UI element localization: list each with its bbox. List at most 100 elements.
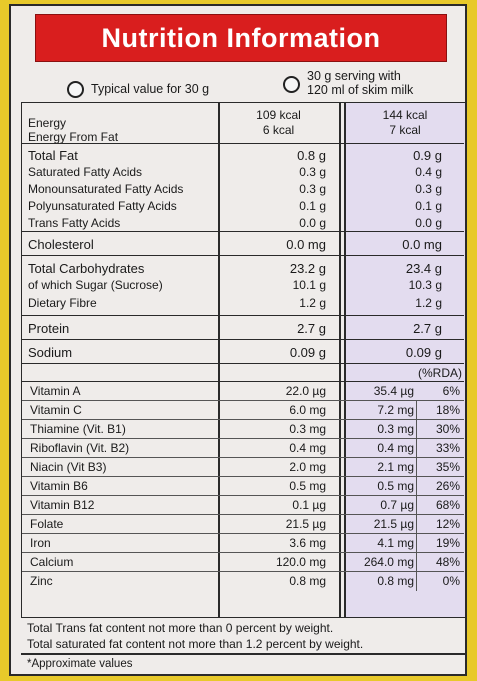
table-row: Folate 21.5 µg 21.5 µg 12% <box>22 514 464 534</box>
carbs-block: Total Carbohydrates 23.2 g 23.4 g of whi… <box>22 255 464 316</box>
energy-value-col2: 144 kcal <box>382 108 428 122</box>
vitamin-rda: 68% <box>435 498 460 512</box>
vitamin-value-col2: 2.1 mg <box>377 460 414 474</box>
vitamin-label: Iron <box>30 536 51 550</box>
carb-value-col1: 1.2 g <box>299 296 326 310</box>
title-banner: Nutrition Information <box>35 14 447 62</box>
vitamin-value-col1: 0.3 mg <box>289 422 326 436</box>
table-row: Vitamin B6 0.5 mg 0.5 mg 26% <box>22 476 464 496</box>
vitamin-value-col2: 0.4 mg <box>377 441 414 455</box>
fat-value-col1: 0.3 g <box>299 165 326 179</box>
table-row: Riboflavin (Vit. B2) 0.4 mg 0.4 mg 33% <box>22 438 464 458</box>
trans-fat-note: Total Trans fat content not more than 0 … <box>27 621 334 635</box>
energy-value-col1: 109 kcal <box>256 108 301 122</box>
vitamin-value-col2: 0.3 mg <box>377 422 414 436</box>
carb-label: Total Carbohydrates <box>28 261 145 276</box>
vitamin-label: Calcium <box>30 555 74 569</box>
cholesterol-label: Cholesterol <box>28 237 94 252</box>
vitamin-rda: 35% <box>435 460 460 474</box>
table-row: Vitamin B12 0.1 µg 0.7 µg 68% <box>22 495 464 515</box>
table-row: Vitamin A 22.0 µg 35.4 µg 6% <box>22 381 464 401</box>
carb-label: Dietary Fibre <box>28 296 97 310</box>
nutrition-panel: Nutrition Information Typical value for … <box>9 4 467 676</box>
fat-label: Polyunsaturated Fatty Acids <box>28 199 177 213</box>
footnotes: Total Trans fat content not more than 0 … <box>21 620 465 656</box>
fat-value-col2: 0.4 g <box>415 165 442 179</box>
table-row: Thiamine (Vit. B1) 0.3 mg 0.3 mg 30% <box>22 419 464 439</box>
option-milk-label-line2: 120 ml of skim milk <box>307 83 414 97</box>
option-milk-label-line1: 30 g serving with <box>307 69 401 83</box>
fat-value-col2: 0.3 g <box>415 182 442 196</box>
vitamin-rda: 18% <box>435 403 460 417</box>
carb-value-col2: 1.2 g <box>415 296 442 310</box>
vitamin-value-col2: 21.5 µg <box>373 517 414 531</box>
carb-value-col2: 23.4 g <box>405 261 442 276</box>
vitamin-label: Vitamin B6 <box>30 479 88 493</box>
vitamin-rda: 30% <box>435 422 460 436</box>
nutrition-table: 109 kcal 144 kcal Energy 6 kcal 7 kcal E… <box>21 102 465 618</box>
vitamin-value-col1: 0.5 mg <box>289 479 326 493</box>
vitamin-rda: 33% <box>435 441 460 455</box>
vitamin-value-col1: 22.0 µg <box>285 384 326 398</box>
energy-from-fat-label: Energy From Fat <box>28 130 119 144</box>
protein-value-col2: 2.7 g <box>413 321 442 336</box>
fat-value-col1: 0.0 g <box>299 216 326 230</box>
divider <box>416 553 417 572</box>
protein-value-col1: 2.7 g <box>297 321 326 336</box>
fats-block: Total Fat 0.8 g 0.9 g Saturated Fatty Ac… <box>22 143 464 232</box>
vitamin-value-col2: 7.2 mg <box>377 403 414 417</box>
energy-label: Energy <box>28 116 67 130</box>
vitamin-value-col2: 0.8 mg <box>377 574 414 588</box>
divider <box>416 420 417 439</box>
carb-value-col2: 10.3 g <box>408 278 442 292</box>
protein-row: Protein 2.7 g 2.7 g <box>22 315 464 340</box>
divider <box>416 572 417 591</box>
table-row: Zinc 0.8 mg 0.8 mg 0% <box>22 571 464 591</box>
cholesterol-value-col2: 0.0 mg <box>402 237 442 252</box>
carb-label: of which Sugar (Sucrose) <box>28 278 163 292</box>
vitamin-rda: 6% <box>442 384 460 398</box>
vitamin-rda: 0% <box>442 574 460 588</box>
sodium-row: Sodium 0.09 g 0.09 g <box>22 339 464 364</box>
divider <box>416 496 417 515</box>
divider <box>416 477 417 496</box>
vitamin-rda: 12% <box>435 517 460 531</box>
vitamin-value-col1: 0.4 mg <box>289 441 326 455</box>
divider <box>21 653 465 655</box>
divider <box>416 401 417 420</box>
carb-value-col1: 23.2 g <box>289 261 326 276</box>
vitamin-label: Thiamine (Vit. B1) <box>30 422 126 436</box>
fat-value-col2: 0.9 g <box>413 148 442 163</box>
vitamin-value-col2: 35.4 µg <box>373 384 414 398</box>
vitamin-label: Folate <box>30 517 64 531</box>
table-row: Niacin (Vit B3) 2.0 mg 2.1 mg 35% <box>22 457 464 477</box>
vitamin-label: Riboflavin (Vit. B2) <box>30 441 130 455</box>
radio-serving-with-milk[interactable] <box>283 76 300 93</box>
vitamin-label: Niacin (Vit B3) <box>30 460 107 474</box>
approx-footnote: *Approximate values <box>21 656 465 674</box>
vitamin-value-col1: 21.5 µg <box>285 517 326 531</box>
vitamin-value-col2: 0.7 µg <box>380 498 414 512</box>
fat-label: Total Fat <box>28 148 78 163</box>
radio-typical-value[interactable] <box>67 81 84 98</box>
vitamin-value-col2: 264.0 mg <box>363 555 414 569</box>
sodium-label: Sodium <box>28 345 73 360</box>
divider <box>218 103 220 617</box>
table-row: Calcium 120.0 mg 264.0 mg 48% <box>22 552 464 572</box>
rda-header-row: (%RDA) <box>22 363 464 382</box>
vitamin-value-col1: 2.0 mg <box>289 460 326 474</box>
vitamin-value-col1: 6.0 mg <box>289 403 326 417</box>
divider <box>416 534 417 553</box>
divider <box>416 458 417 477</box>
table-row: Vitamin C 6.0 mg 7.2 mg 18% <box>22 400 464 420</box>
sodium-value-col1: 0.09 g <box>289 345 326 360</box>
divider <box>416 439 417 458</box>
fat-value-col1: 0.3 g <box>299 182 326 196</box>
sodium-value-col2: 0.09 g <box>405 345 442 360</box>
fat-value-col2: 0.1 g <box>415 199 442 213</box>
vitamin-value-col1: 0.1 µg <box>292 498 326 512</box>
serving-options: Typical value for 30 g 30 g serving with… <box>11 66 465 100</box>
option-typical-label: Typical value for 30 g <box>91 82 210 96</box>
vitamin-value-col2: 0.5 mg <box>377 479 414 493</box>
vitamin-value-col2: 4.1 mg <box>377 536 414 550</box>
